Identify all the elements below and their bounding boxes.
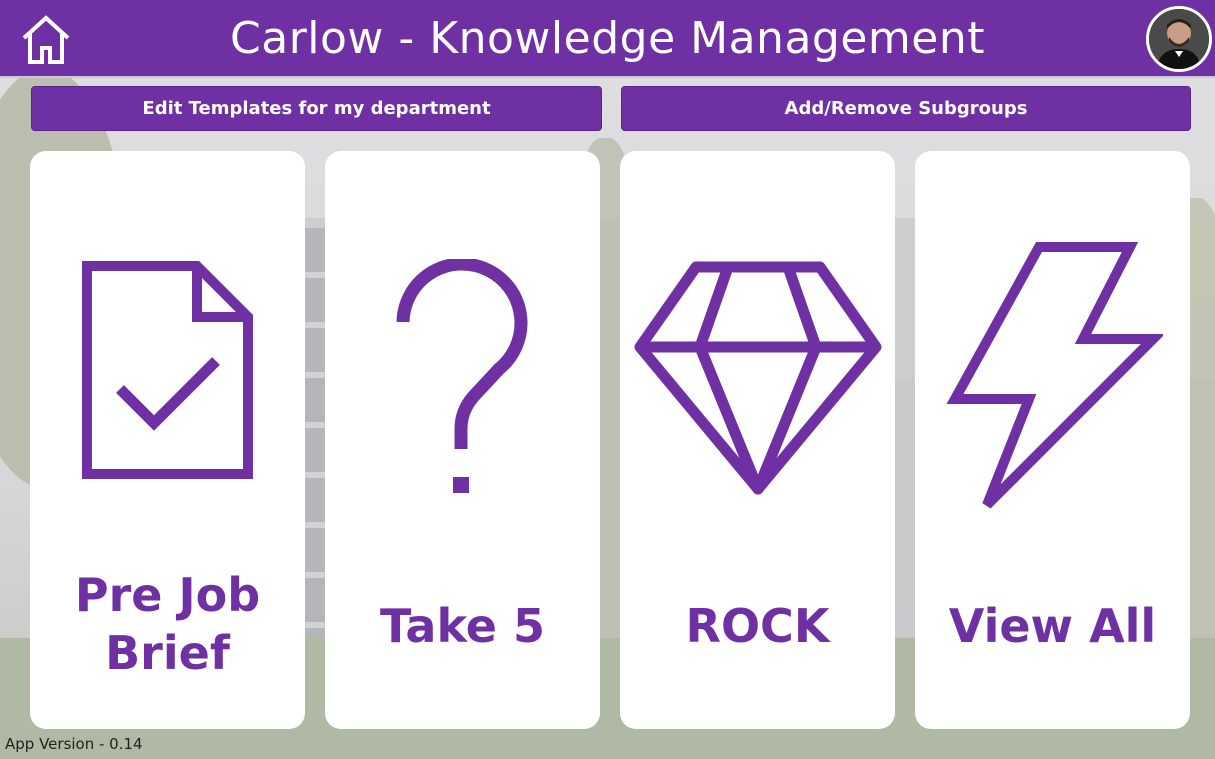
home-icon — [22, 15, 70, 64]
app-version-label: App Version - 0.14 — [5, 735, 143, 753]
card-view-all[interactable]: View All — [915, 151, 1190, 729]
card-take-5[interactable]: Take 5 — [325, 151, 600, 729]
card-rock[interactable]: ROCK — [620, 151, 895, 729]
header-bar: Carlow - Knowledge Management — [0, 0, 1215, 78]
card-label: Take 5 — [379, 599, 546, 653]
user-photo-icon — [1149, 9, 1209, 69]
card-label: View All — [948, 599, 1157, 653]
document-check-icon — [82, 261, 253, 479]
add-remove-subgroups-button[interactable]: Add/Remove Subgroups — [621, 86, 1191, 131]
lightning-bolt-icon — [946, 242, 1163, 509]
page-title: Carlow - Knowledge Management — [230, 13, 985, 64]
card-pre-job-brief[interactable]: Pre Job Brief — [30, 151, 305, 729]
edit-templates-button[interactable]: Edit Templates for my department — [31, 86, 602, 131]
home-button[interactable] — [18, 12, 74, 68]
avatar[interactable] — [1146, 6, 1212, 72]
card-label: Pre Job Brief — [74, 568, 261, 680]
question-mark-icon — [396, 259, 528, 493]
card-label: ROCK — [685, 599, 830, 653]
diamond-icon — [634, 261, 882, 495]
